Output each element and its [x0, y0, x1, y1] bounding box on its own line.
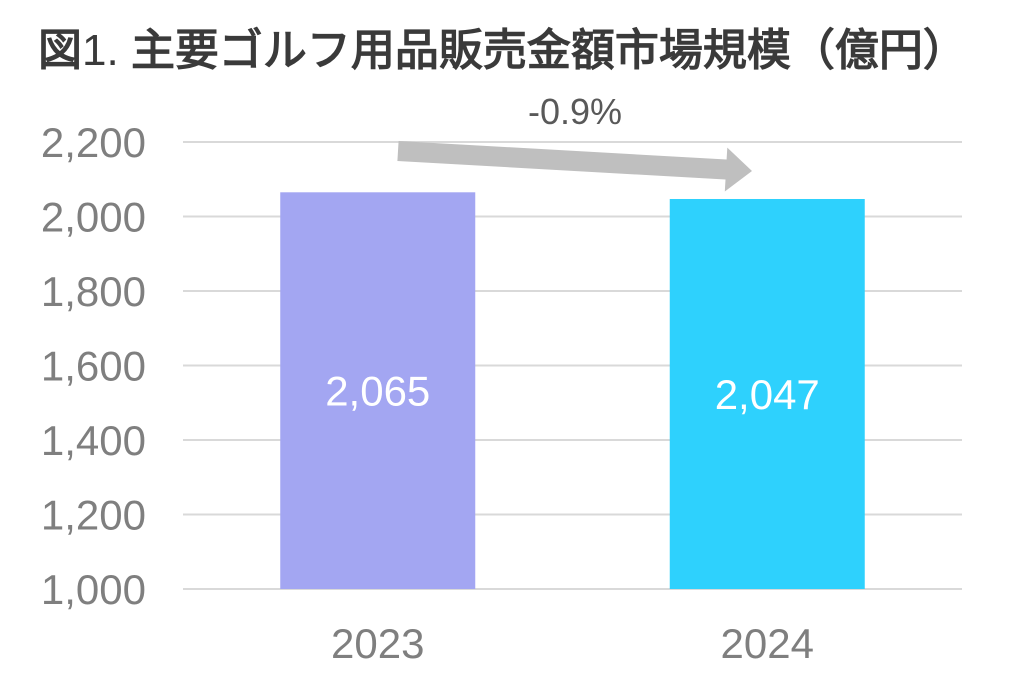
- y-tick-label-1400: 1,400: [41, 417, 146, 464]
- data-label-2023: 2,065: [325, 368, 430, 415]
- y-tick-label-2200: 2,200: [41, 119, 146, 166]
- y-tick-label-1600: 1,600: [41, 343, 146, 390]
- y-tick-label-2000: 2,000: [41, 194, 146, 241]
- y-tick-label-1000: 1,000: [41, 566, 146, 613]
- bar-2024: [669, 198, 865, 589]
- title-text: 主要ゴルフ用品販売金額市場規模（億円）: [130, 26, 967, 75]
- change-label: -0.9%: [528, 91, 622, 132]
- title-prefix: 図: [38, 26, 82, 75]
- x-tick-label-2023: 2023: [331, 620, 424, 667]
- title-number: 1.: [82, 26, 119, 75]
- y-tick-label-1800: 1,800: [41, 268, 146, 315]
- x-tick-label-2024: 2024: [721, 620, 814, 667]
- y-tick-label-1200: 1,200: [41, 492, 146, 539]
- data-label-2024: 2,047: [715, 371, 820, 418]
- chart-title: 図1. 主要ゴルフ用品販売金額市場規模（億円）: [38, 14, 967, 78]
- change-arrow: [397, 141, 752, 192]
- bar-2023: [280, 192, 476, 589]
